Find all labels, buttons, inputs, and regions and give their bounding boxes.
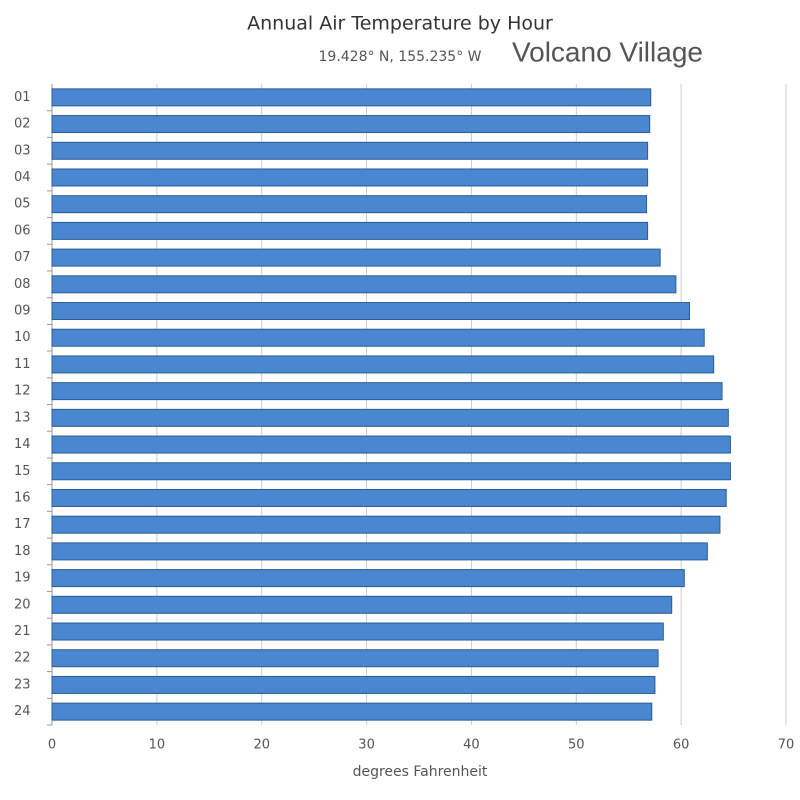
bar <box>51 275 677 294</box>
chart-title: Annual Air Temperature by Hour <box>247 13 553 35</box>
bar <box>51 382 723 401</box>
x-tick-label: 30 <box>358 738 375 753</box>
bar <box>51 328 705 347</box>
y-tick-label: 12 <box>14 384 31 399</box>
y-tick-label: 02 <box>14 117 31 132</box>
x-tick-label: 10 <box>149 738 166 753</box>
bar <box>51 702 653 721</box>
y-tick-label: 18 <box>14 544 31 559</box>
y-tick-label: 21 <box>14 624 31 639</box>
bar <box>51 675 656 694</box>
chart-subtitle: 19.428° N, 155.235° W <box>319 49 482 65</box>
bar <box>51 542 708 561</box>
y-tick-label: 17 <box>14 517 31 532</box>
x-tick-label: 50 <box>568 738 585 753</box>
location-label: Volcano Village <box>512 36 703 67</box>
y-tick-label: 03 <box>14 143 31 158</box>
y-tick-label: 11 <box>14 357 31 372</box>
y-tick-label: 13 <box>14 410 31 425</box>
bar <box>51 88 652 107</box>
y-tick-label: 24 <box>14 704 31 719</box>
bar <box>51 649 659 668</box>
y-tick-label: 23 <box>14 677 31 692</box>
bar <box>51 115 651 134</box>
y-tick-label: 14 <box>14 437 31 452</box>
y-tick-label: 08 <box>14 277 31 292</box>
x-axis-title: degrees Fahrenheit <box>353 764 488 780</box>
bar <box>51 221 649 240</box>
bar <box>51 141 649 160</box>
bar <box>51 195 648 214</box>
bar <box>51 435 731 454</box>
y-tick-label: 22 <box>14 651 31 666</box>
y-tick-label: 06 <box>14 223 31 238</box>
bar <box>51 355 715 374</box>
x-tick-label: 60 <box>673 738 690 753</box>
bar <box>51 462 731 481</box>
y-tick-label: 07 <box>14 250 31 265</box>
y-tick-label: 01 <box>14 90 31 105</box>
bar <box>51 248 661 267</box>
bar <box>51 488 727 507</box>
bar <box>51 569 685 588</box>
y-tick-label: 20 <box>14 597 31 612</box>
x-tick-label: 0 <box>48 738 56 753</box>
x-tick-label: 20 <box>253 738 270 753</box>
bar <box>51 408 729 427</box>
y-tick-label: 04 <box>14 170 31 185</box>
bar <box>51 515 721 534</box>
y-tick-label: 09 <box>14 304 31 319</box>
y-tick-label: 05 <box>14 197 31 212</box>
bar <box>51 595 673 614</box>
y-tick-label: 10 <box>14 330 31 345</box>
bar <box>51 302 691 321</box>
x-tick-label: 40 <box>463 738 480 753</box>
y-tick-label: 15 <box>14 464 31 479</box>
bar <box>51 622 664 641</box>
y-tick-label: 16 <box>14 490 31 505</box>
bar <box>51 168 649 187</box>
x-tick-label: 70 <box>778 738 795 753</box>
y-tick-label: 19 <box>14 571 31 586</box>
